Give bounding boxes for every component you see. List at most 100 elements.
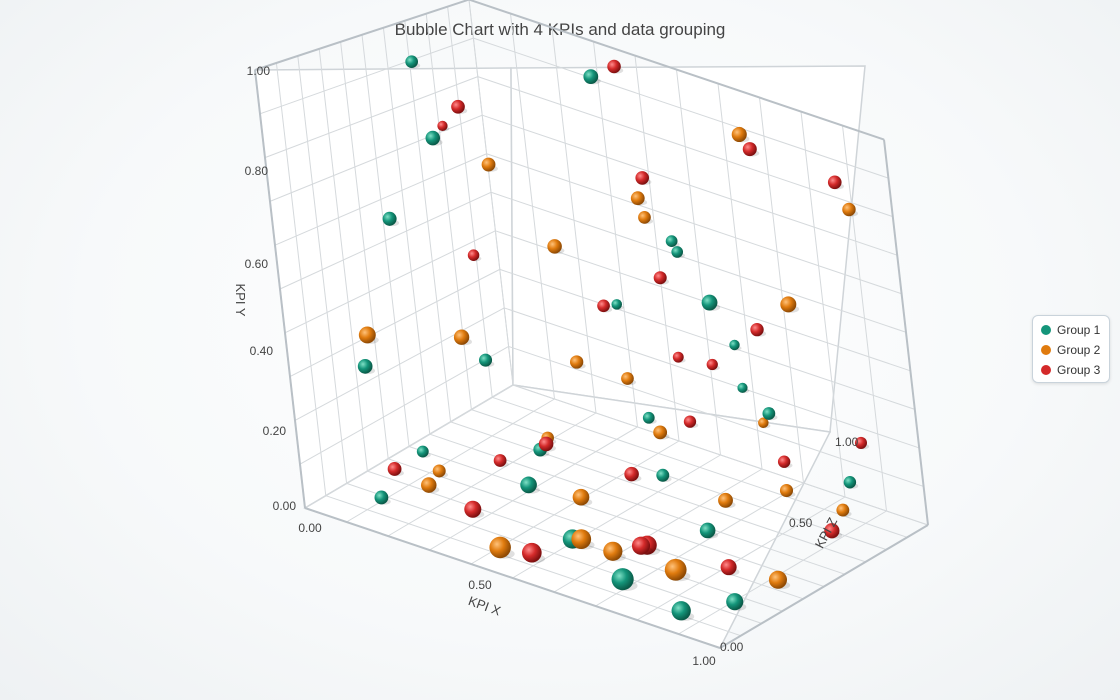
grid-line (842, 125, 887, 512)
bubble-point-group-1[interactable] (671, 601, 691, 621)
bubble-point-group-3[interactable] (706, 358, 718, 371)
bubble-point-group-2[interactable] (603, 541, 623, 561)
bubble-point-group-2[interactable] (842, 202, 856, 217)
chart-axes (254, 0, 929, 649)
grid-line (468, 0, 514, 386)
bubble-point-group-2[interactable] (653, 425, 668, 440)
bubble-point-group-3[interactable] (824, 523, 840, 539)
bubble-point-group-2[interactable] (664, 558, 687, 581)
bubble-point-group-1[interactable] (583, 69, 599, 84)
grid-line (468, 0, 885, 141)
bubble-point-group-3[interactable] (854, 436, 868, 449)
bubble-point-group-3[interactable] (653, 271, 667, 285)
bubble-point-group-1[interactable] (416, 445, 429, 458)
bubble-point-group-3[interactable] (607, 59, 621, 74)
grid-line (553, 468, 763, 593)
grid-line (274, 153, 487, 246)
bubble-point-group-3[interactable] (538, 436, 554, 452)
bubble-point-group-2[interactable] (489, 536, 511, 559)
grid-line (800, 111, 846, 498)
bubble-point-group-3[interactable] (467, 249, 480, 261)
bubble-point-group-2[interactable] (758, 417, 769, 429)
legend-item-group-1[interactable]: Group 1 (1041, 320, 1109, 340)
bubble-point-group-1[interactable] (729, 339, 740, 351)
bubble-point-group-2[interactable] (630, 191, 645, 206)
bubble-point-group-3[interactable] (597, 299, 610, 313)
grid-line (450, 421, 866, 563)
bubble-point-group-3[interactable] (387, 462, 402, 476)
bubble-point-group-3[interactable] (493, 454, 507, 467)
bubble-point-group-1[interactable] (737, 382, 748, 393)
bubble-point-group-2[interactable] (731, 126, 747, 143)
legend-item-group-2[interactable]: Group 2 (1041, 340, 1109, 360)
grid-line (717, 83, 763, 470)
bubble-point-group-2[interactable] (718, 492, 733, 508)
bubble-point-group-2[interactable] (547, 239, 562, 254)
grid-line (304, 507, 721, 649)
y-tick-label: 0.40 (250, 344, 274, 358)
bubble-point-group-2[interactable] (768, 570, 787, 589)
bubble-point-group-2[interactable] (570, 355, 584, 369)
bubble-point-group-1[interactable] (699, 522, 716, 539)
bubble-point-group-1[interactable] (382, 211, 397, 226)
bubble-point-group-2[interactable] (453, 329, 470, 345)
legend-label: Group 3 (1057, 363, 1101, 377)
bubble-point-group-3[interactable] (750, 322, 764, 337)
bubble-point-group-1[interactable] (611, 568, 634, 591)
bubble-point-group-2[interactable] (836, 503, 850, 517)
y-tick-label: 0.60 (245, 257, 269, 271)
legend-label: Group 2 (1057, 343, 1101, 357)
grid-line (361, 34, 410, 447)
bubble-point-group-3[interactable] (635, 171, 650, 185)
grid-line (482, 114, 898, 256)
bubble-point-group-2[interactable] (358, 326, 376, 344)
grid-line (408, 446, 825, 587)
bubble-point-group-3[interactable] (451, 99, 465, 114)
bubble-point-group-2[interactable] (432, 464, 446, 478)
grid-line (404, 20, 452, 422)
bubble-point-group-3[interactable] (777, 455, 791, 468)
bubble-point-group-2[interactable] (780, 296, 797, 313)
bubble-point-group-1[interactable] (374, 490, 389, 505)
bubble-point-group-2[interactable] (572, 488, 590, 506)
bubble-point-group-2[interactable] (481, 157, 496, 172)
bubble-point-group-3[interactable] (521, 542, 542, 563)
bubble-point-group-1[interactable] (671, 246, 684, 258)
bubble-point-group-2[interactable] (638, 211, 651, 224)
bubble-point-group-3[interactable] (624, 466, 639, 482)
bubble-point-group-2[interactable] (779, 483, 794, 498)
z-tick-label: 0.50 (789, 516, 813, 530)
bubble-point-group-1[interactable] (611, 299, 623, 310)
bubble-point-group-2[interactable] (621, 372, 634, 385)
legend-item-group-3[interactable]: Group 3 (1041, 360, 1109, 380)
bubble-point-group-1[interactable] (642, 411, 655, 424)
bubble-point-group-3[interactable] (631, 536, 651, 555)
chart-points (357, 55, 870, 621)
grid-line (471, 409, 887, 551)
bubble-point-group-3[interactable] (672, 351, 684, 363)
grid-line (759, 97, 804, 484)
bubble-point-group-1[interactable] (762, 407, 776, 420)
bubble-point-group-3[interactable] (720, 559, 737, 576)
bubble-point-group-1[interactable] (520, 476, 537, 494)
bubble-point-group-3[interactable] (683, 415, 697, 428)
bubble-point-group-3[interactable] (827, 175, 842, 190)
bubble-point-group-1[interactable] (425, 130, 441, 146)
bubble-point-group-1[interactable] (357, 359, 373, 374)
bubble-point-group-1[interactable] (405, 55, 418, 69)
grid-line (676, 69, 721, 456)
bubble-point-group-2[interactable] (571, 529, 592, 550)
bubble-point-group-1[interactable] (479, 353, 493, 367)
bubble-point-group-1[interactable] (726, 593, 744, 611)
bubble-point-group-3[interactable] (437, 120, 448, 131)
bubble-point-group-1[interactable] (656, 468, 670, 482)
y-tick-label: 0.00 (273, 499, 297, 513)
bubble-point-group-1[interactable] (665, 235, 678, 247)
grid-line (636, 496, 846, 621)
bubble-point-group-1[interactable] (701, 294, 718, 311)
bubble-point-group-3[interactable] (464, 500, 482, 518)
bubble-point-group-2[interactable] (421, 477, 437, 493)
bubble-point-group-1[interactable] (843, 476, 857, 489)
grid-line (269, 114, 483, 202)
bubble-point-group-3[interactable] (742, 142, 757, 157)
